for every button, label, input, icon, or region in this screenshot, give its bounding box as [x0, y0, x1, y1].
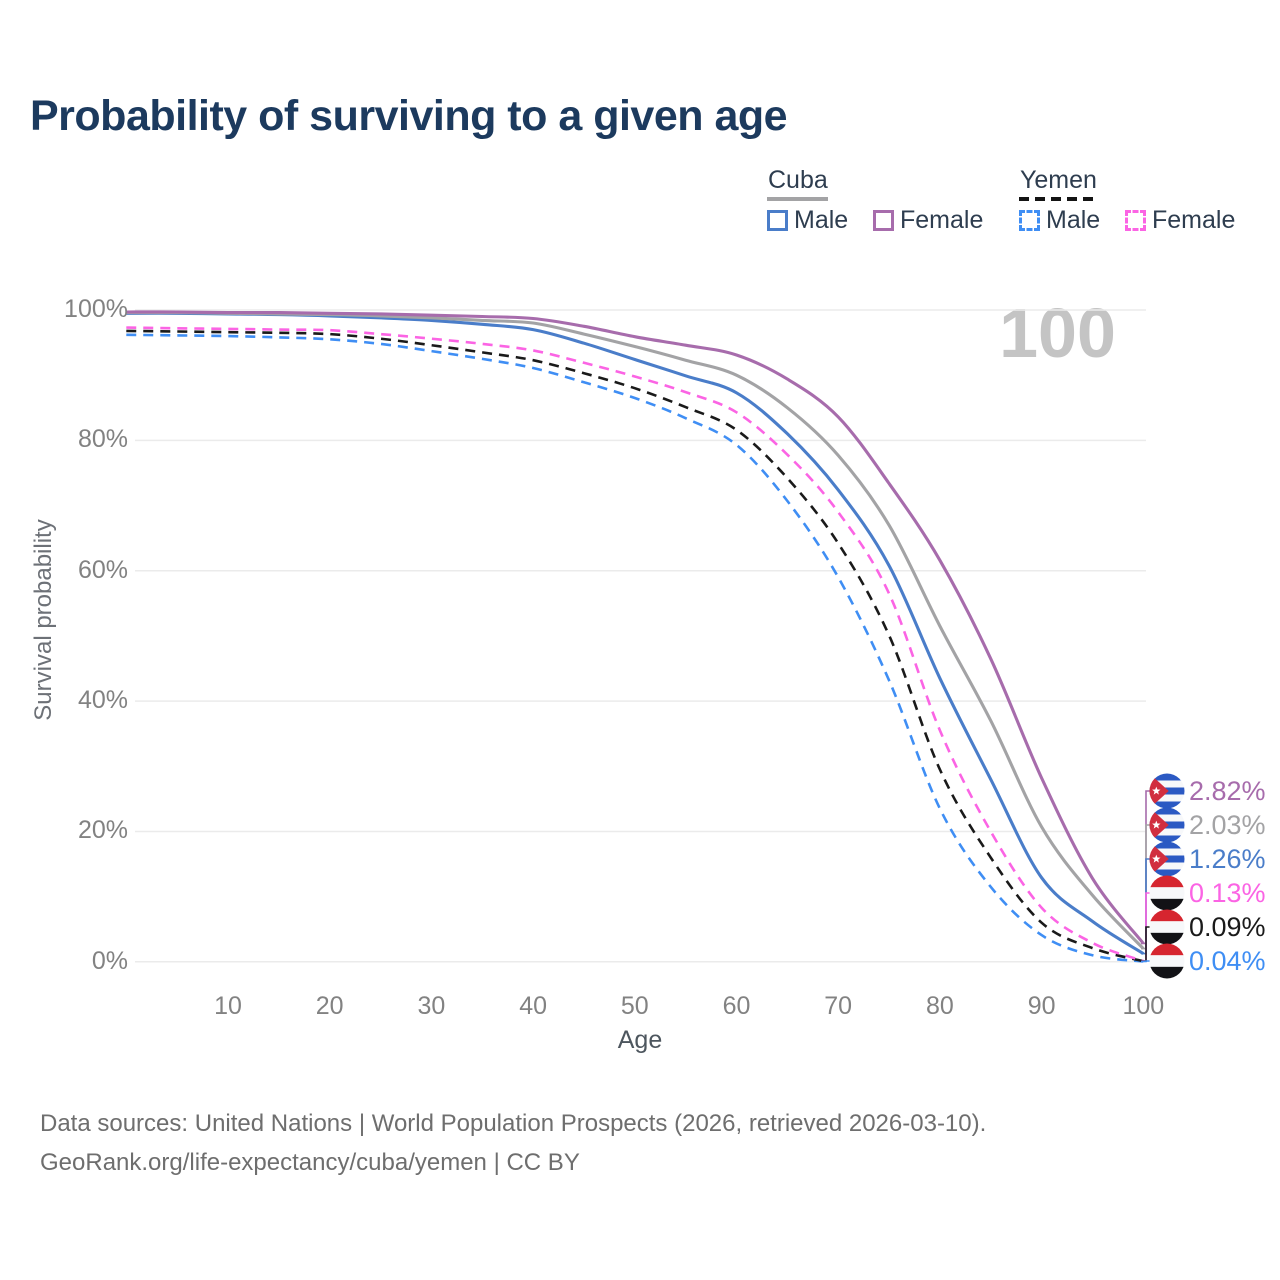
footer-link-line: GeoRank.org/life-expectancy/cuba/yemen |…: [40, 1149, 580, 1176]
legend-underline-cuba-solid: [767, 197, 828, 201]
x-tick-label: 60: [722, 992, 751, 1020]
y-tick-label: 40%: [77, 686, 128, 715]
flag-icon-cuba: [1149, 773, 1185, 809]
end-label-value-cuba-female: 2.82%: [1189, 776, 1266, 806]
page-title: Probability of surviving to a given age: [30, 92, 788, 140]
end-label-value-cuba-male: 1.26%: [1189, 844, 1266, 874]
legend-label: Female: [1152, 206, 1236, 234]
survival-curve-cuba-female: [126, 310, 1145, 945]
flag-icon-cuba: [1149, 841, 1185, 877]
legend-item-yemen-female[interactable]: Female: [1125, 206, 1235, 235]
legend-swatch-cuba-male: [767, 210, 788, 231]
legend-label: Male: [794, 206, 849, 234]
x-tick-label: 70: [824, 992, 853, 1020]
end-label-value-yemen-combined: 0.09%: [1189, 912, 1266, 942]
legend-item-yemen-male[interactable]: Male: [1019, 206, 1100, 235]
x-tick-label: 20: [315, 992, 344, 1020]
survival-curve-yemen-female: [126, 326, 1144, 963]
legend-item-cuba-female[interactable]: Female: [873, 206, 983, 235]
legend-swatch-cuba-female: [873, 210, 894, 231]
x-tick-label: 10: [214, 992, 242, 1020]
x-tick-label: 90: [1027, 992, 1056, 1020]
y-tick-label: 0%: [91, 946, 128, 975]
footer-source-line: Data sources: United Nations | World Pop…: [40, 1110, 987, 1137]
flag-icon-yemen: [1149, 943, 1185, 979]
legend-item-cuba-male[interactable]: Male: [767, 206, 848, 235]
x-tick-label: 30: [417, 992, 446, 1020]
flag-icon-yemen: [1149, 909, 1185, 945]
x-tick-label: 50: [620, 992, 649, 1020]
legend-swatch-yemen-female: [1125, 210, 1146, 231]
x-tick-label: 100: [1122, 992, 1165, 1020]
leader-line-yemen-male: [1141, 960, 1151, 963]
y-tick-label: 100%: [64, 295, 128, 323]
survival-curve-yemen-male: [126, 333, 1144, 963]
y-tick-label: 80%: [77, 425, 128, 454]
legend-country-yemen: Yemen: [1020, 166, 1097, 194]
legend-label: Male: [1046, 206, 1101, 234]
end-label-value-yemen-female: 0.13%: [1189, 878, 1266, 908]
survival-curve-cuba-combined: [126, 311, 1145, 950]
legend-swatch-yemen-male: [1019, 210, 1040, 231]
end-label-value-cuba-combined: 2.03%: [1189, 810, 1266, 840]
legend-country-cuba: Cuba: [768, 166, 828, 194]
x-tick-label: 80: [925, 992, 954, 1020]
flag-icon-yemen: [1149, 875, 1185, 911]
survival-curve-yemen-combined: [126, 329, 1144, 963]
flag-icon-cuba: [1149, 807, 1185, 843]
end-label-value-yemen-male: 0.04%: [1189, 946, 1266, 976]
x-axis-title: Age: [617, 1026, 663, 1054]
legend-label: Female: [900, 206, 984, 234]
x-tick-label: 40: [519, 992, 547, 1020]
legend-underline-yemen-dashed: [1019, 197, 1099, 201]
y-tick-label: 60%: [77, 555, 128, 584]
y-tick-label: 20%: [77, 816, 128, 845]
age-watermark: 100: [999, 294, 1116, 372]
